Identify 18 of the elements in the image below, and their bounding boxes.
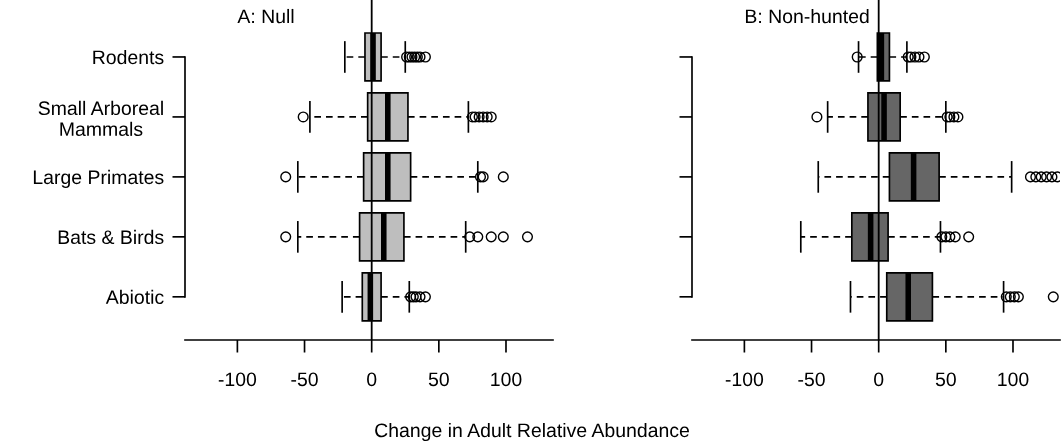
x-tick-label: -50: [291, 372, 318, 387]
x-tick-label: -50: [798, 372, 825, 387]
chart-title: A: Null: [237, 8, 294, 24]
x-tick-label: 0: [874, 372, 884, 387]
chart-title: B: Non-hunted: [745, 8, 869, 24]
y-tick-label: Bats & Birds: [58, 229, 164, 245]
x-tick-label: 100: [998, 372, 1029, 387]
x-tick-label: 50: [428, 372, 449, 387]
y-tick-label: Rodents: [93, 49, 164, 65]
y-tick-label: Small Arboreal Mammals: [38, 100, 163, 137]
x-tick-label: 100: [491, 372, 522, 387]
x-tick-label: 50: [935, 372, 956, 387]
y-tick-label: Large Primates: [33, 169, 164, 188]
x-tick-label: -100: [725, 372, 764, 387]
y-tick-label: Abiotic: [105, 289, 164, 305]
x-tick-label: 0: [367, 372, 377, 387]
x-tick-label: -100: [218, 372, 257, 387]
x-axis-title: Change in Adult Relative Abundance: [375, 422, 689, 442]
